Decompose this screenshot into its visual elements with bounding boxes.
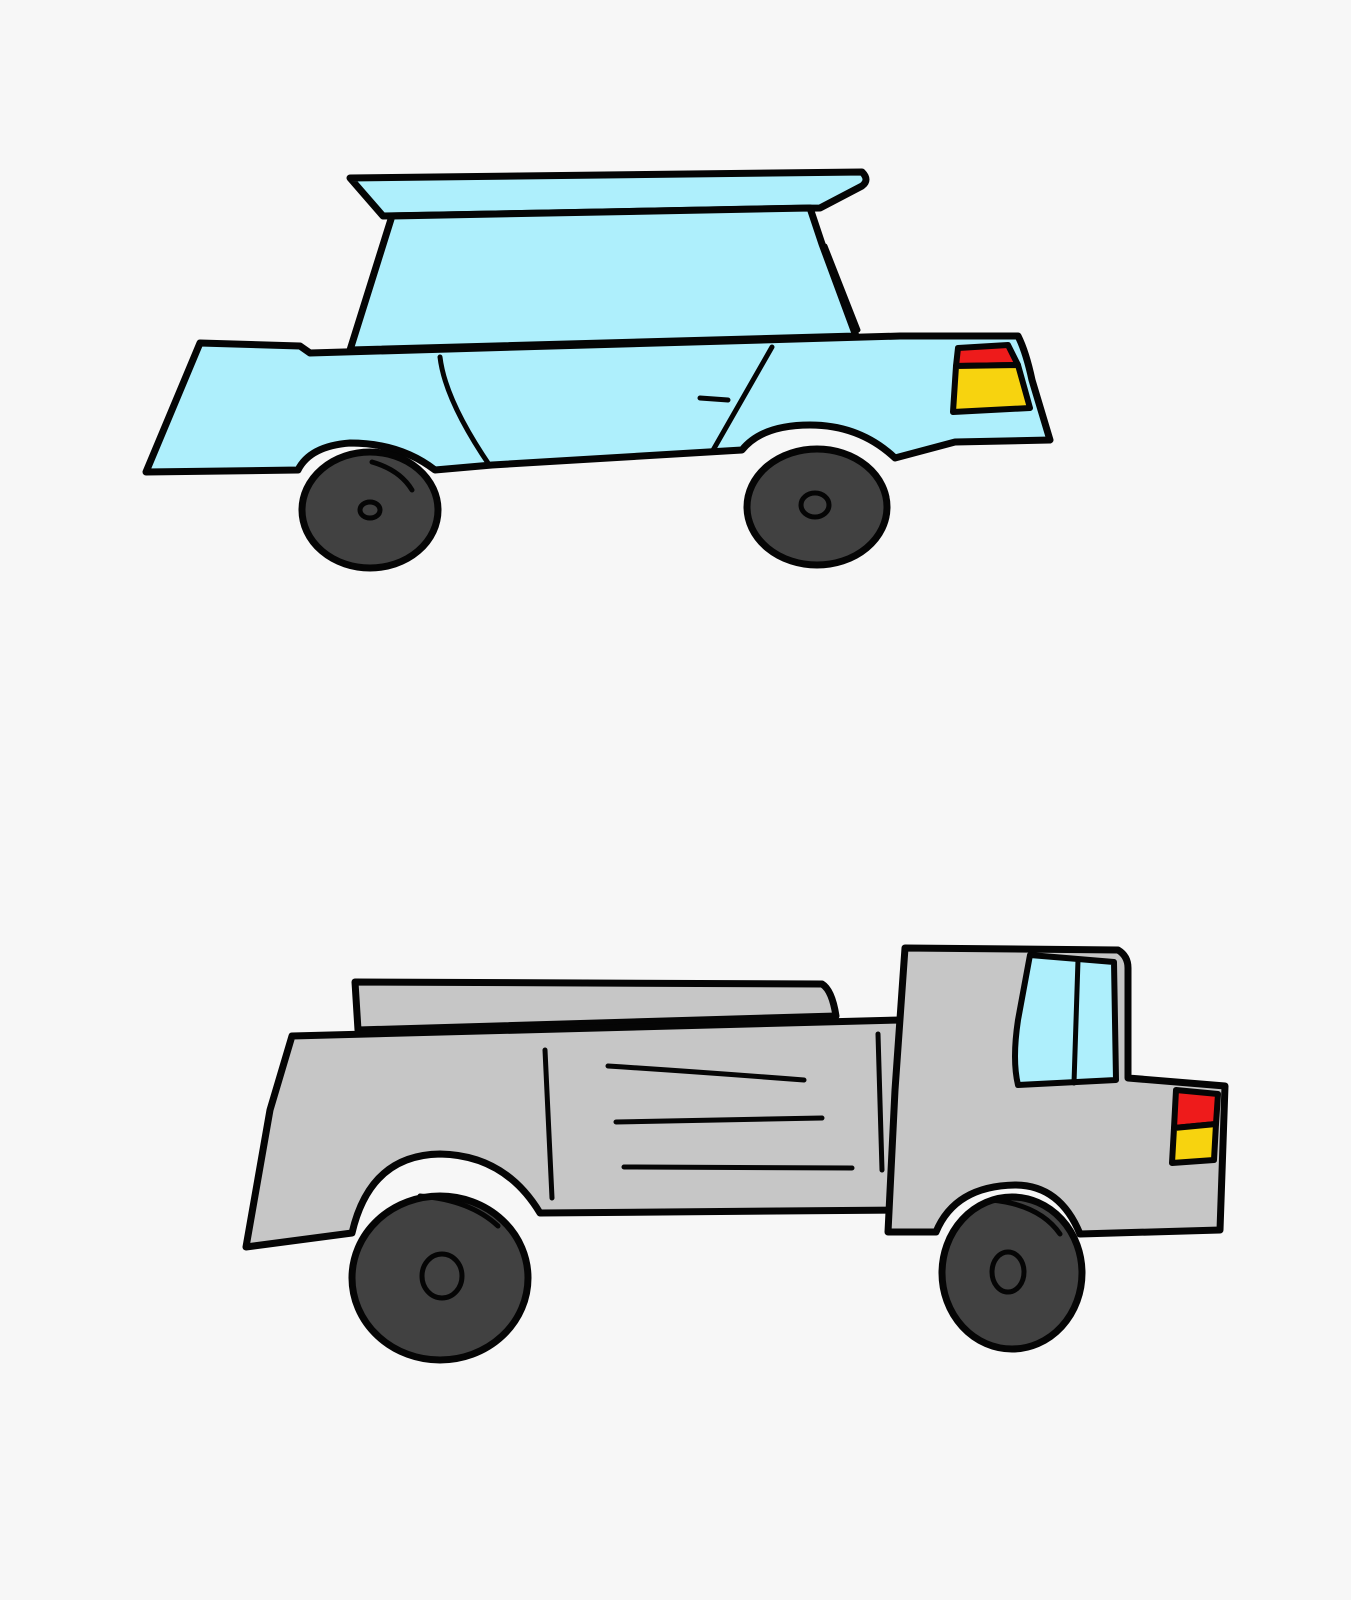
car-wheel-front [298,448,442,572]
car-wheel-rear [743,445,891,569]
truck-wheel-arc-front [417,1193,501,1229]
truck-tire-rear [938,1193,1086,1353]
car-wheel-arc-front [369,459,415,493]
truck-cargo-slat-2 [613,1115,825,1125]
truck-drawing [242,944,1229,1364]
truck-wheel-front [348,1192,532,1364]
truck-cab [884,944,1229,1238]
truck-cargo-slat-1 [605,1063,807,1083]
truck-cargo-divider-left [542,1047,555,1201]
car-hubcap-front [357,499,383,521]
truck-cab-window [1012,952,1119,1088]
car-door-seam-rear [709,344,775,455]
car-cabin [346,204,860,354]
car-drawing [142,168,1054,572]
car-tail-light-yellow [950,362,1033,415]
truck-cargo-slat-3 [621,1164,855,1171]
car-tire-rear [743,445,891,569]
car-tire-front [298,448,442,572]
car-door-handle [697,395,731,403]
truck-wheel-arc-rear [989,1197,1063,1237]
truck-hubcap-front [419,1251,465,1301]
truck-tire-front [348,1192,532,1364]
car-door-seam-front [437,354,493,469]
truck-cargo-body [242,1016,904,1251]
car-cabin-pillar-line [822,243,861,333]
car-roof [346,168,870,220]
truck-light-yellow [1169,1121,1219,1166]
car-hubcap-rear [798,490,832,520]
truck-cab-window-divider [1071,957,1081,1086]
truck-hubcap-rear [989,1249,1027,1295]
truck-wheel-rear [938,1193,1086,1353]
truck-cargo-lid [351,978,840,1034]
truck-cargo-divider-right [875,1031,885,1173]
car-body [142,332,1054,476]
